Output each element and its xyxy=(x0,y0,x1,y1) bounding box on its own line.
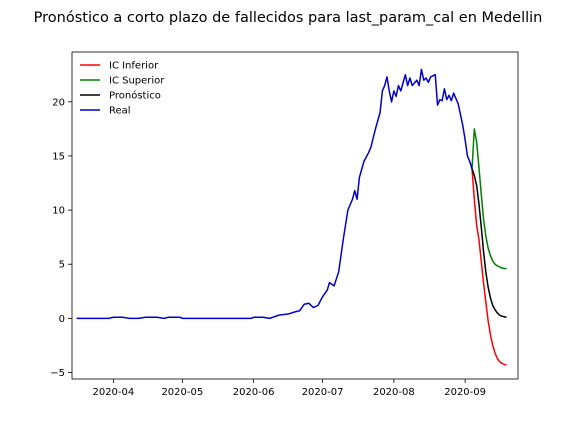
series-line-1 xyxy=(471,128,507,270)
chart-title: Pronóstico a corto plazo de fallecidos p… xyxy=(34,10,543,26)
y-tick-label: 0 xyxy=(59,314,65,325)
plot-frame xyxy=(71,51,519,380)
series-line-0 xyxy=(471,168,507,366)
y-axis: −5 0 5 10 15 20 xyxy=(50,97,72,379)
y-tick-label: −5 xyxy=(50,368,65,379)
legend-label-0: IC Inferior xyxy=(109,61,159,72)
plot-area xyxy=(76,68,507,366)
series-line-3 xyxy=(76,68,473,320)
x-axis: 2020-04 2020-05 2020-06 2020-07 2020-08 2020-… xyxy=(92,379,486,398)
legend-label-1: IC Superior xyxy=(109,76,165,87)
x-tick-label: 2020-04 xyxy=(92,387,134,398)
legend-label-2: Pronóstico xyxy=(109,90,161,102)
x-tick-label: 2020-09 xyxy=(444,387,486,398)
y-tick-label: 20 xyxy=(52,97,65,108)
legend: IC Inferior IC Superior Pronóstico Real xyxy=(80,61,165,117)
x-tick-label: 2020-06 xyxy=(233,387,275,398)
y-tick-label: 15 xyxy=(52,151,65,162)
x-tick-label: 2020-05 xyxy=(161,387,203,398)
series-line-2 xyxy=(471,168,507,319)
x-tick-label: 2020-08 xyxy=(373,387,415,398)
y-tick-label: 10 xyxy=(52,206,65,217)
x-tick-label: 2020-07 xyxy=(302,387,344,398)
legend-label-3: Real xyxy=(109,106,131,117)
y-tick-label: 5 xyxy=(59,260,65,271)
